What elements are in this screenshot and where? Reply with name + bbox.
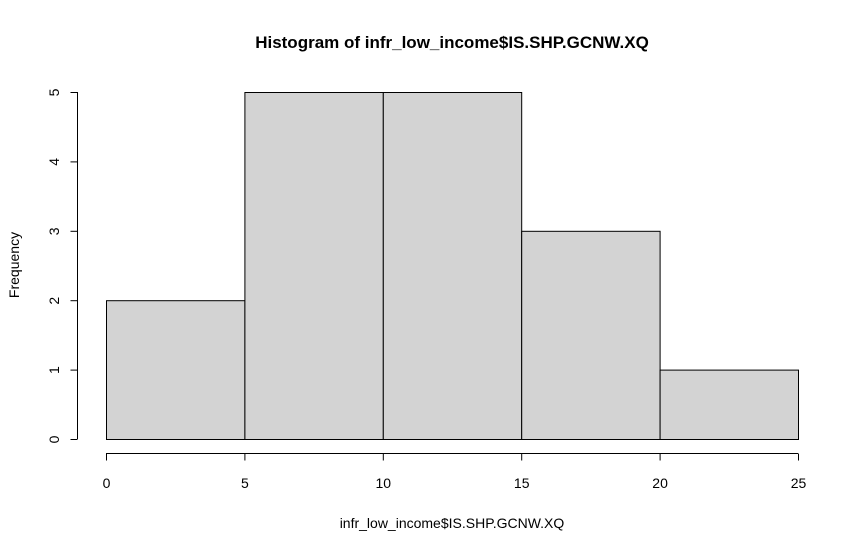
y-axis-label: Frequency [6, 232, 22, 298]
x-tick-label: 10 [376, 475, 392, 491]
x-tick-label: 25 [791, 475, 807, 491]
x-tick-label: 15 [514, 475, 530, 491]
histogram-bar-3 [382, 92, 523, 440]
histogram-bar-1 [106, 300, 246, 441]
y-tick-label: 3 [46, 227, 62, 235]
histogram-bar-5 [659, 369, 799, 441]
x-tick-label: 0 [103, 475, 111, 491]
y-axis: 0 1 2 3 4 5 [46, 88, 78, 443]
x-tick-label: 5 [241, 475, 249, 491]
x-axis-label: infr_low_income$IS.SHP.GCNW.XQ [340, 515, 565, 531]
y-tick-label: 1 [46, 366, 62, 374]
histogram-bar-4 [521, 230, 661, 440]
y-tick-label: 4 [46, 158, 62, 166]
chart-title: Histogram of infr_low_income$IS.SHP.GCNW… [255, 33, 649, 52]
bars-group [106, 92, 799, 441]
x-axis: 0 5 10 15 20 25 [103, 453, 807, 491]
y-tick-label: 0 [46, 435, 62, 443]
y-tick-label: 5 [46, 88, 62, 96]
y-tick-label: 2 [46, 297, 62, 305]
histogram-bar-2 [244, 92, 384, 440]
x-tick-label: 20 [652, 475, 668, 491]
